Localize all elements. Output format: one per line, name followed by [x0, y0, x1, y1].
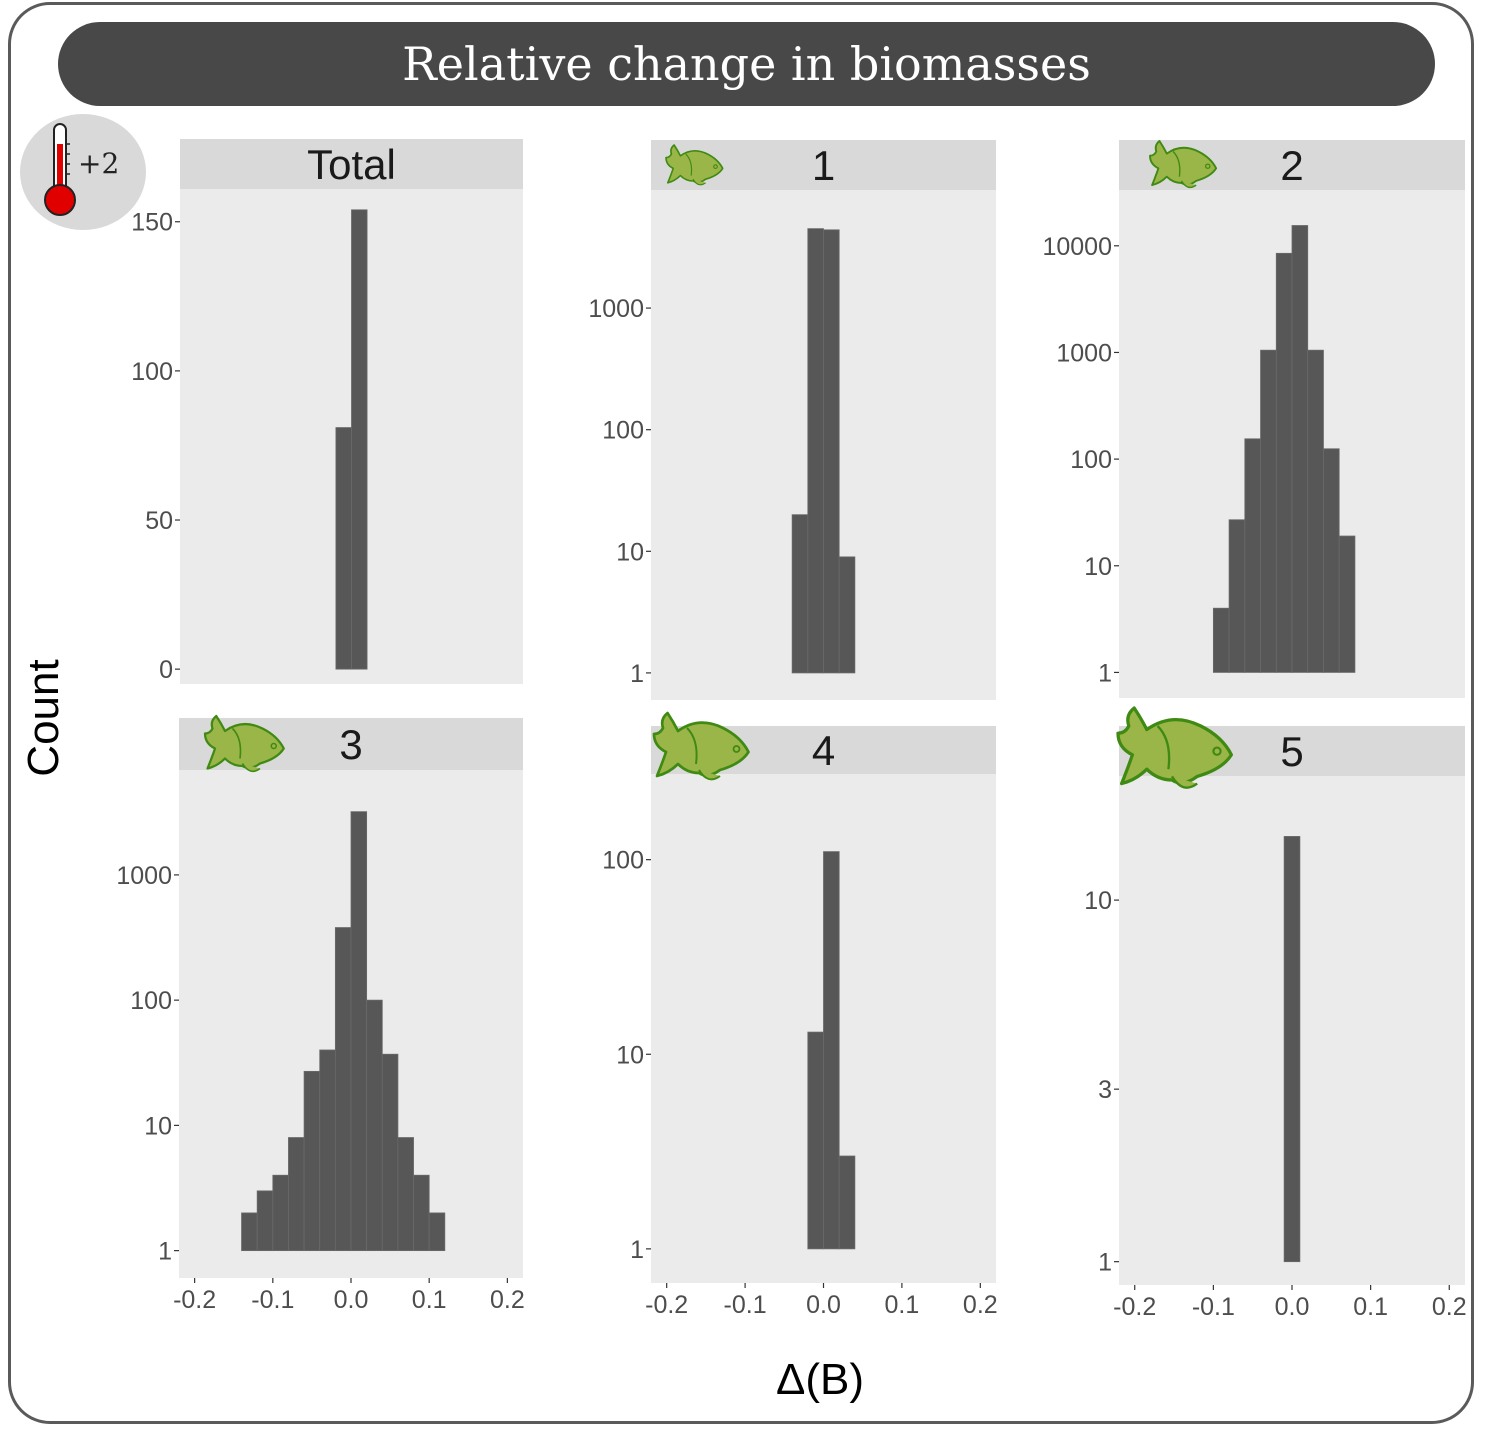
panel-title: Total: [307, 141, 396, 188]
panel-4: 4 1 10 100 -0.2 -0.1 0.0 0.1 0.2: [602, 711, 998, 1319]
histogram-bar: [1212, 607, 1230, 673]
y-tick-label: 1: [158, 1238, 172, 1266]
histogram-bar: [823, 229, 840, 674]
histogram-bar: [350, 811, 368, 1252]
x-tick-label: 0.2: [1432, 1293, 1467, 1321]
histogram-bar: [1275, 252, 1293, 673]
fish-icon: [665, 144, 724, 186]
histogram-bar: [288, 1137, 305, 1252]
y-tick-label: 10: [616, 1041, 644, 1069]
histogram-bar: [1283, 836, 1301, 1263]
y-tick-label: 1: [630, 660, 644, 688]
panel-title: 1: [812, 142, 835, 189]
y-tick-label: 1: [630, 1236, 644, 1264]
y-tick-label: 150: [131, 209, 173, 237]
histogram-bar: [303, 1070, 321, 1252]
y-tick-label: 0: [159, 656, 173, 684]
histogram-bar: [272, 1174, 289, 1252]
histogram-bar: [1291, 225, 1309, 673]
x-tick-label: -0.1: [251, 1286, 294, 1314]
y-tick-label: 100: [602, 847, 644, 875]
y-tick-label: 100: [1070, 446, 1112, 474]
fish-icon: [203, 714, 285, 773]
x-axis-label: Δ(B): [775, 1355, 865, 1404]
histogram-bar: [1228, 519, 1246, 673]
y-tick-label: 10: [1084, 553, 1112, 581]
histogram-bar: [351, 209, 368, 670]
histogram-bar: [1323, 448, 1340, 673]
x-tick-label: -0.2: [645, 1291, 688, 1319]
histogram-bar: [334, 927, 352, 1252]
histogram-bar: [319, 1049, 336, 1252]
panel-3: 3 1 10 100 1000 -0.2 -0.1 0.0 0.1 0.2: [116, 714, 525, 1314]
y-tick-label: 50: [145, 507, 173, 535]
x-tick-label: 0.1: [885, 1291, 920, 1319]
histogram-bar: [1244, 438, 1261, 673]
panel-1: 1 1 10 100 1000: [588, 140, 996, 700]
y-tick-label: 10: [616, 538, 644, 566]
histogram-bar: [1260, 349, 1277, 673]
x-tick-label: -0.2: [1113, 1293, 1156, 1321]
panel-title: 3: [339, 721, 362, 768]
y-tick-label: 1: [1098, 659, 1112, 687]
fish-icon: [1116, 706, 1234, 789]
figure-title: Relative change in biomasses: [58, 22, 1435, 106]
thermometer-icon: [44, 123, 76, 216]
x-tick-label: 0.0: [806, 1291, 841, 1319]
y-tick-label: 1: [1098, 1249, 1112, 1277]
x-tick-label: 0.2: [963, 1291, 998, 1319]
panel-2: 2 1 10 100 1000 10000: [1042, 140, 1465, 698]
y-tick-label: 100: [130, 987, 172, 1015]
x-tick-label: 0.0: [1275, 1293, 1310, 1321]
x-tick-label: 0.0: [334, 1286, 369, 1314]
histogram-bar: [791, 514, 809, 674]
y-tick-label: 100: [602, 417, 644, 445]
x-tick-label: 0.1: [412, 1286, 447, 1314]
x-tick-label: -0.2: [173, 1286, 216, 1314]
histogram-bar: [823, 851, 840, 1250]
temperature-badge: [20, 114, 146, 230]
y-tick-label: 1000: [588, 295, 644, 323]
panel-title: 2: [1280, 142, 1303, 189]
y-tick-label: 10000: [1042, 233, 1112, 261]
x-tick-label: 0.2: [490, 1286, 525, 1314]
histogram-bar: [838, 1155, 856, 1250]
histogram-bar: [256, 1190, 274, 1252]
histogram-bar: [413, 1174, 430, 1252]
histogram-bar: [397, 1137, 414, 1252]
fish-icon: [652, 711, 750, 781]
histogram-bar: [807, 1031, 824, 1250]
x-tick-label: -0.1: [1192, 1293, 1235, 1321]
y-tick-label: 1000: [1056, 339, 1112, 367]
histogram-bar: [335, 427, 352, 670]
histogram-bar: [428, 1212, 446, 1252]
y-tick-label: 10: [1084, 887, 1112, 915]
fish-icon: [1149, 140, 1218, 189]
panel-strip: [180, 139, 523, 189]
histogram-bar: [1338, 535, 1356, 673]
histogram-bar: [838, 556, 856, 674]
temperature-label: +2: [78, 147, 120, 180]
histogram-bar: [807, 228, 824, 674]
panel-title: 5: [1280, 728, 1303, 775]
y-tick-label: 3: [1098, 1076, 1112, 1104]
x-tick-label: -0.1: [724, 1291, 767, 1319]
panel-Total: Total 0 50 100 150: [131, 139, 523, 684]
histogram-bar: [366, 999, 383, 1252]
y-axis-label: Count: [19, 659, 68, 777]
y-tick-label: 10: [144, 1112, 172, 1140]
histogram-bar: [1307, 349, 1324, 673]
x-tick-label: 0.1: [1353, 1293, 1388, 1321]
histogram-bar: [241, 1212, 258, 1252]
panel-5: 5 1 3 10 -0.2 -0.1 0.0 0.1 0.2: [1084, 706, 1467, 1321]
y-tick-label: 1000: [116, 862, 172, 890]
y-tick-label: 100: [131, 358, 173, 386]
histogram-bar: [381, 1053, 399, 1252]
panel-title: 4: [812, 727, 835, 774]
